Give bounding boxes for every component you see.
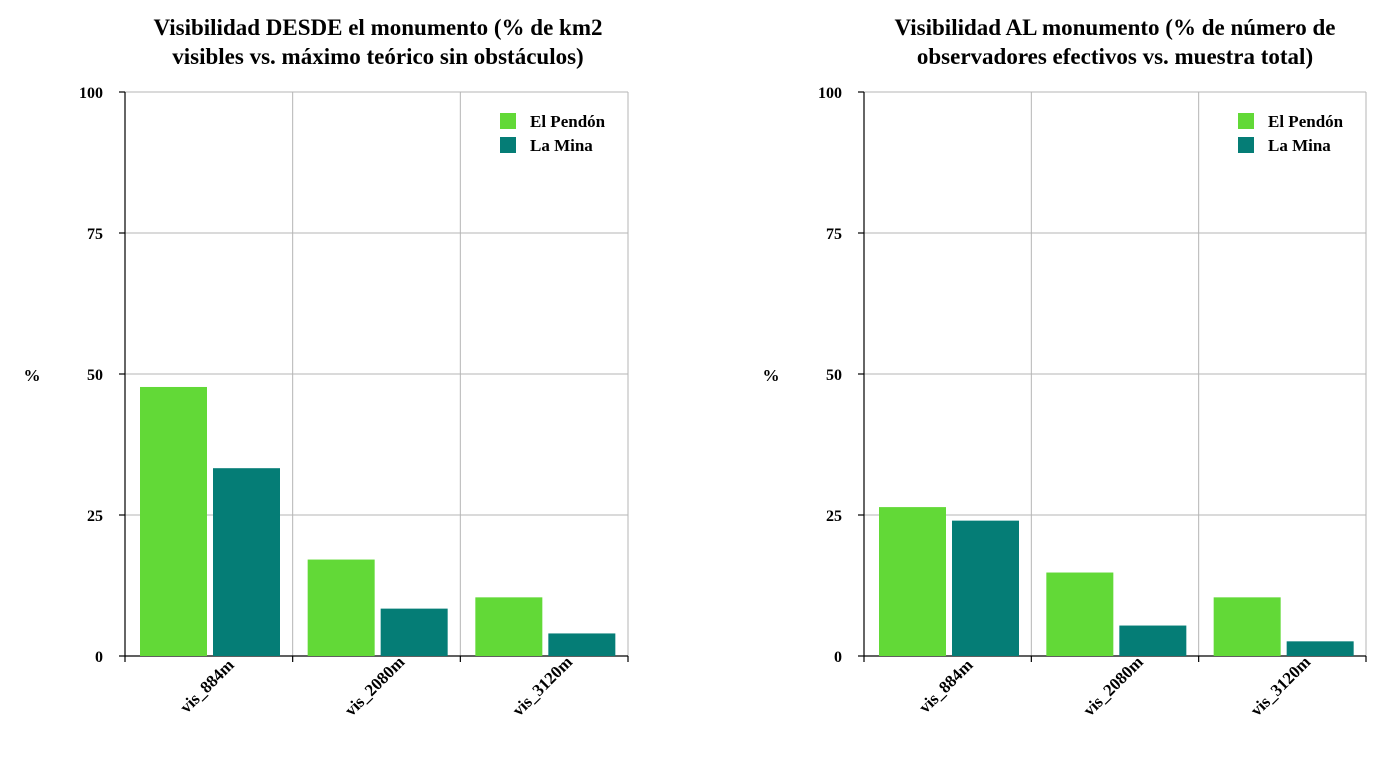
- chart-2-legend-label-1: El Pendón: [1268, 112, 1344, 131]
- chart-2-title-line-2: observadores efectivos vs. muestra total…: [917, 44, 1313, 69]
- chart-1-legend-label-2: La Mina: [530, 136, 593, 155]
- chart-1-bar-2-3: [548, 633, 616, 656]
- chart-2-ytick-label-1: 25: [826, 508, 842, 525]
- chart-1-title-line-2: visibles vs. máximo teórico sin obstácul…: [172, 44, 583, 69]
- chart-1-bar-1-2: [307, 559, 375, 656]
- chart-1-ytick-label-2: 50: [87, 367, 103, 384]
- chart-1-ytick-label-1: 25: [87, 508, 103, 525]
- chart-2-bar-1-1: [879, 507, 946, 656]
- chart-2-ytick-label-3: 75: [826, 226, 842, 243]
- chart-1-bar-2-2: [380, 608, 448, 656]
- chart-1: Visibilidad DESDE el monumento (% de km2…: [24, 15, 629, 720]
- chart-2-bar-2-1: [952, 520, 1019, 656]
- chart-2-title-line-1: Visibilidad AL monumento (% de número de: [895, 15, 1336, 40]
- chart-1-legend-swatch-1: [500, 113, 516, 129]
- chart-2-legend-label-2: La Mina: [1268, 136, 1331, 155]
- chart-2-legend-swatch-2: [1238, 137, 1254, 153]
- chart-1-bar-1-1: [140, 386, 207, 656]
- chart-1-ytick-label-0: 0: [95, 649, 103, 666]
- chart-2: Visibilidad AL monumento (% de número de…: [763, 15, 1367, 720]
- chart-2-ylabel: %: [763, 366, 780, 385]
- chart-2-bar-2-3: [1286, 641, 1354, 656]
- chart-1-xtick-label-2: vis_2080m: [341, 652, 409, 720]
- chart-1-legend-swatch-2: [500, 137, 516, 153]
- chart-2-xtick-label-1: vis_884m: [915, 655, 977, 717]
- chart-2-ytick-label-4: 100: [818, 85, 842, 102]
- chart-1-ytick-label-3: 75: [87, 226, 103, 243]
- chart-1-bar-2-1: [213, 468, 280, 656]
- chart-1-xtick-label-1: vis_884m: [176, 655, 238, 717]
- chart-1-legend-label-1: El Pendón: [530, 112, 606, 131]
- chart-1-ytick-label-4: 100: [79, 85, 103, 102]
- chart-2-bar-1-3: [1213, 597, 1281, 656]
- chart-2-ytick-label-2: 50: [826, 367, 842, 384]
- chart-2-bar-2-2: [1119, 625, 1187, 656]
- chart-2-xtick-label-3: vis_3120m: [1247, 652, 1315, 720]
- chart-1-bar-1-3: [475, 597, 543, 656]
- chart-2-legend-swatch-1: [1238, 113, 1254, 129]
- chart-2-ytick-label-0: 0: [834, 649, 842, 666]
- chart-1-ylabel: %: [24, 366, 41, 385]
- chart-1-xtick-label-3: vis_3120m: [509, 652, 577, 720]
- chart-2-xtick-label-2: vis_2080m: [1079, 652, 1147, 720]
- chart-1-title-line-1: Visibilidad DESDE el monumento (% de km2: [154, 15, 603, 40]
- chart-2-bar-1-2: [1046, 572, 1114, 656]
